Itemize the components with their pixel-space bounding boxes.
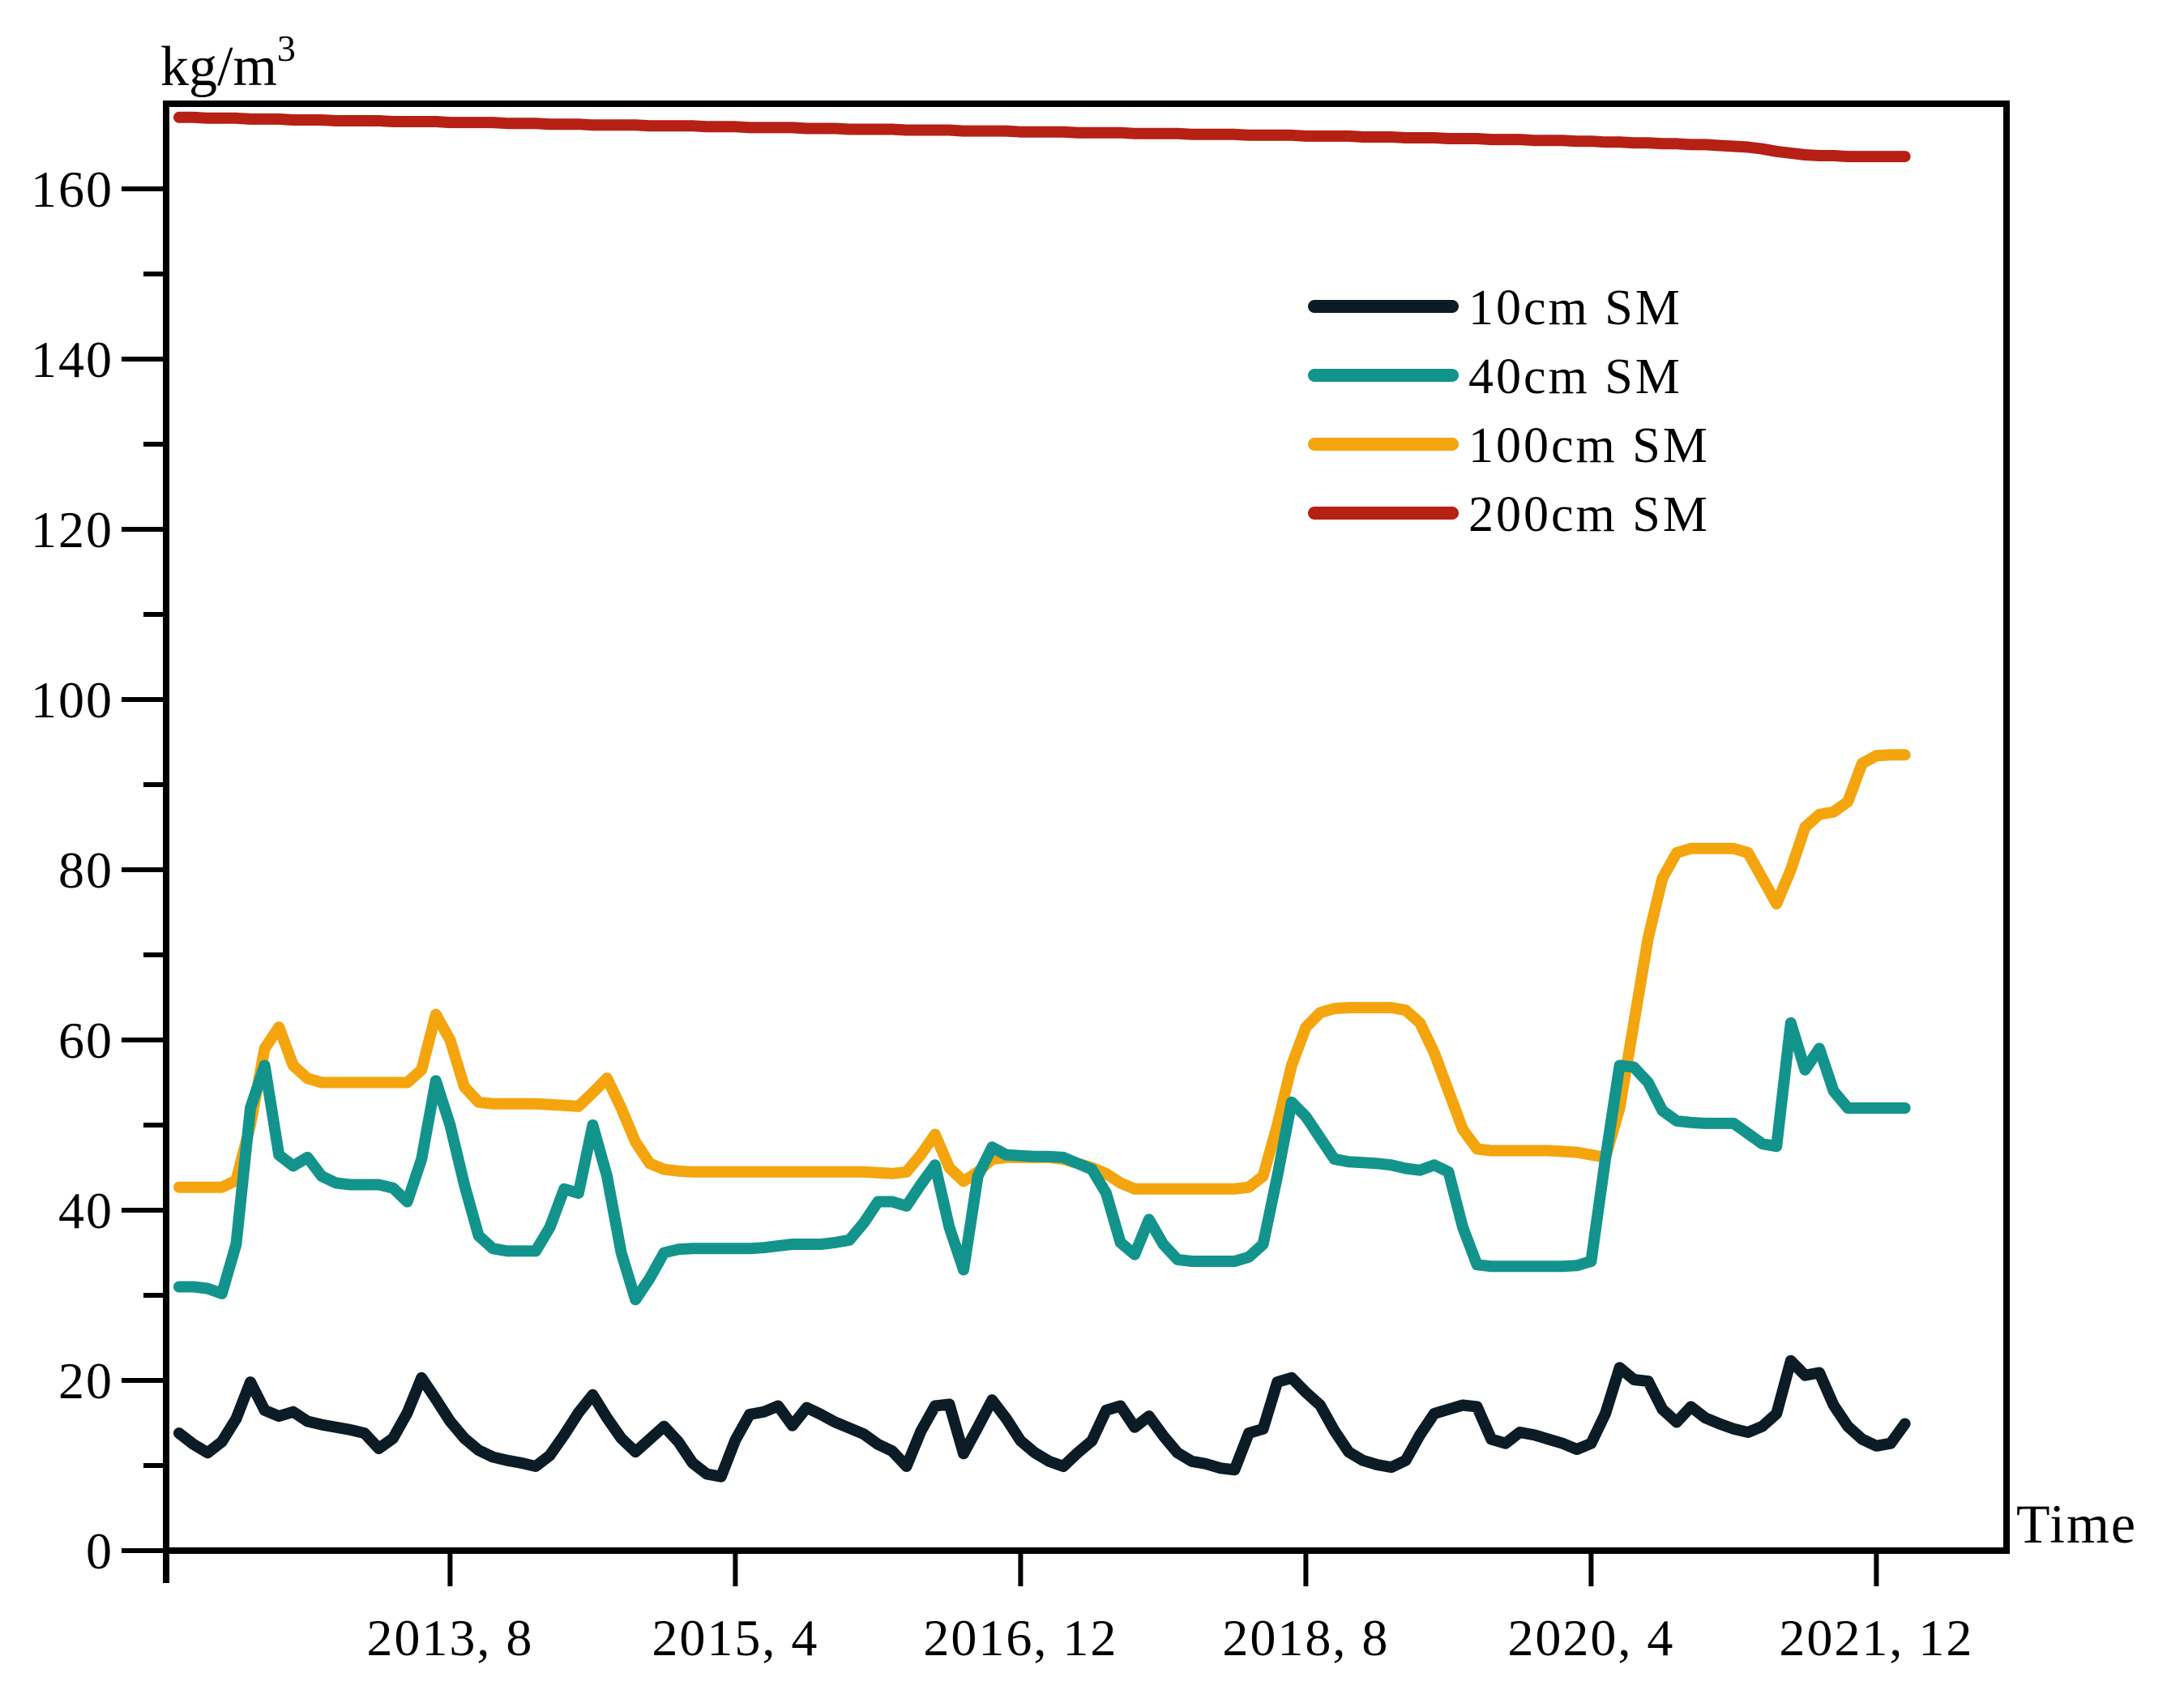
x-tick-label: 2018, 8 — [1222, 1609, 1389, 1667]
legend-item-100cm-sm: 100cm SM — [1308, 418, 1710, 473]
y-tick-label: 40 — [58, 1182, 113, 1239]
plot-frame — [163, 101, 2010, 1554]
y-tick-label: 100 — [31, 671, 113, 729]
legend-label-40cm-sm: 40cm SM — [1468, 349, 1682, 404]
x-tick-label: 2013, 8 — [366, 1609, 533, 1667]
legend-item-40cm-sm: 40cm SM — [1308, 349, 1682, 404]
x-tick-label: 2020, 4 — [1507, 1609, 1674, 1667]
y-tick-label: 120 — [31, 501, 113, 558]
y-axis-unit-label: kg/m3 — [160, 28, 296, 98]
y-tick-label: 0 — [86, 1522, 113, 1580]
x-tick-label: 2021, 12 — [1779, 1609, 1973, 1667]
series-line-10cm-sm — [173, 1354, 1911, 1483]
legend-label-200cm-sm: 200cm SM — [1468, 487, 1710, 542]
series-line-100cm-sm — [173, 749, 1911, 1195]
x-tick-label: 2016, 12 — [923, 1609, 1118, 1667]
y-tick-label: 140 — [31, 331, 113, 388]
legend-item-200cm-sm: 200cm SM — [1308, 487, 1710, 542]
y-tick-label: 20 — [58, 1352, 113, 1410]
x-tick-label: 2015, 4 — [652, 1609, 818, 1667]
y-tick-label: 160 — [31, 160, 113, 218]
series-line-40cm-sm — [173, 1017, 1911, 1306]
y-tick-label: 60 — [58, 1012, 113, 1069]
legend-item-10cm-sm: 10cm SM — [1308, 280, 1682, 336]
legend: 10cm SM 40cm SM 100cm SM 200cm SM — [1308, 280, 1710, 542]
series-line-200cm-sm — [173, 111, 1911, 163]
y-tick-label: 80 — [58, 841, 113, 899]
legend-label-100cm-sm: 100cm SM — [1468, 418, 1710, 473]
legend-label-10cm-sm: 10cm SM — [1468, 280, 1682, 336]
x-axis-title: Time — [2016, 1493, 2137, 1555]
